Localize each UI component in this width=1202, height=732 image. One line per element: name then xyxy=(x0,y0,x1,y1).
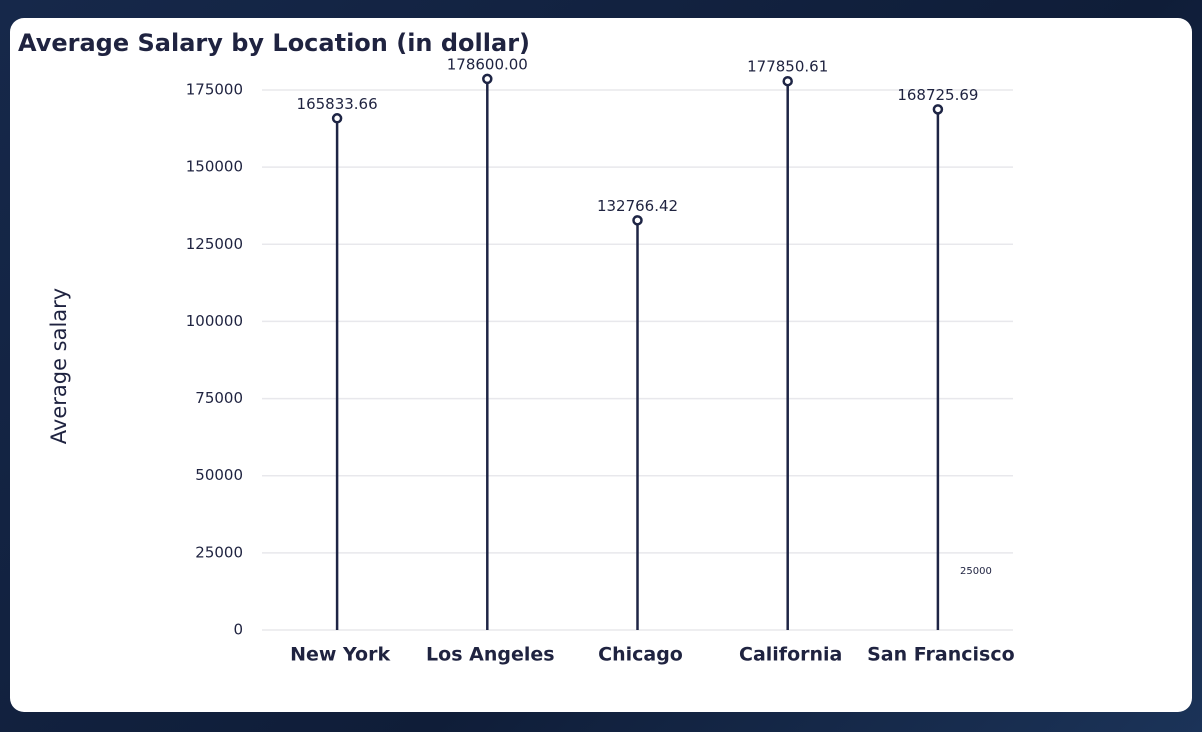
data-label: 178600.00 xyxy=(447,55,528,73)
annotation: 25000 xyxy=(960,566,992,577)
y-tick-label: 100000 xyxy=(186,312,243,330)
y-tick-label: 175000 xyxy=(186,81,243,99)
data-label: 132766.42 xyxy=(597,197,678,215)
data-label: 177850.61 xyxy=(747,58,828,76)
marker xyxy=(331,113,343,124)
x-tick-label: Chicago xyxy=(598,644,683,666)
chart-card xyxy=(10,18,1192,712)
x-tick-label: New York xyxy=(290,644,390,666)
y-tick-label: 0 xyxy=(233,621,243,639)
x-tick-label: Los Angeles xyxy=(426,644,555,666)
chart-title: Average Salary by Location (in dollar) xyxy=(18,29,530,57)
data-label: 165833.66 xyxy=(297,95,378,113)
x-tick-label: California xyxy=(739,644,842,666)
data-label: 168725.69 xyxy=(897,86,978,104)
marker xyxy=(482,73,493,85)
y-tick-label: 150000 xyxy=(186,158,243,176)
marker xyxy=(782,75,793,87)
y-tick-label: 50000 xyxy=(195,466,243,484)
marker xyxy=(932,104,944,115)
y-tick-label: 75000 xyxy=(195,389,243,407)
y-tick-label: 25000 xyxy=(195,543,243,561)
y-tick-label: 125000 xyxy=(186,235,243,253)
marker xyxy=(632,215,643,226)
x-tick-label: San Francisco xyxy=(867,644,1015,666)
y-axis-label: Average salary xyxy=(47,288,71,445)
